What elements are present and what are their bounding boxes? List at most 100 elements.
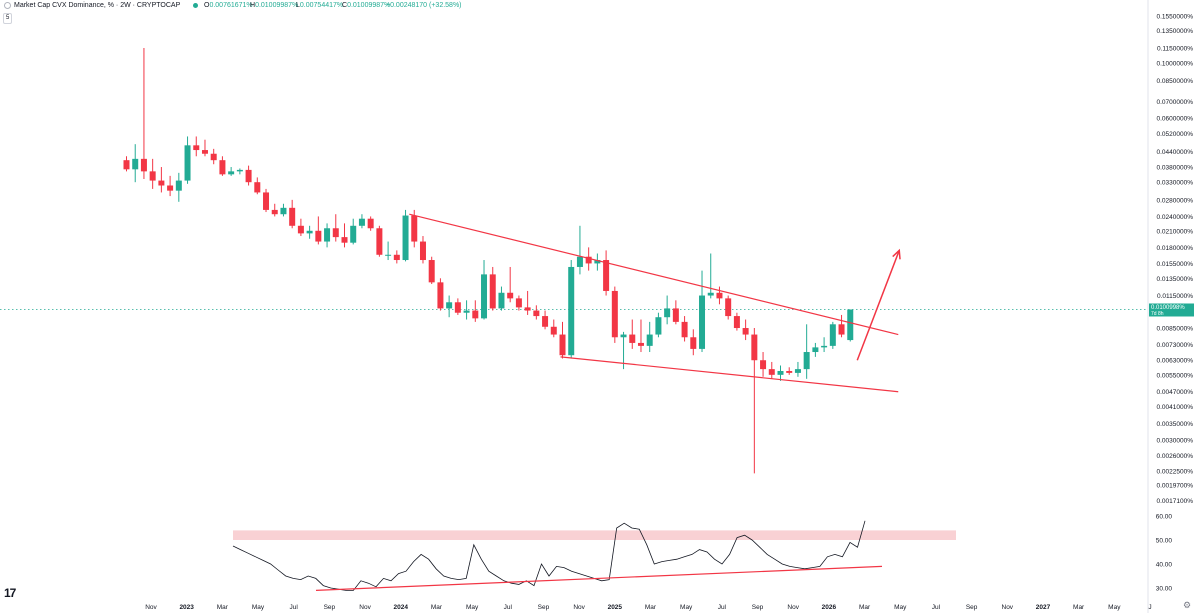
candle-body xyxy=(507,292,514,299)
candle xyxy=(794,361,801,377)
candle-body xyxy=(646,334,653,346)
candle xyxy=(228,167,235,176)
candle xyxy=(777,365,784,381)
candle xyxy=(838,314,845,338)
price-axis-tick-label: 0.0026000% xyxy=(1156,453,1193,460)
symbol-title[interactable]: Market Cap CVX Dominance, % · 2W · CRYPT… xyxy=(14,2,181,9)
candle-body xyxy=(821,345,828,348)
settings-gear-icon[interactable]: ⚙ xyxy=(1183,600,1192,610)
candle-body xyxy=(481,274,488,319)
ohlc-open: O0.00761671% xyxy=(204,2,253,9)
price-axis-tick-label: 0.0073000% xyxy=(1156,342,1193,349)
time-axis-tick-label: Mar xyxy=(645,604,657,611)
candle-body xyxy=(437,282,444,309)
candle-body xyxy=(332,228,339,238)
candle-body xyxy=(533,310,540,317)
market-status-icon xyxy=(193,3,198,8)
time-axis-tick-label: Jul xyxy=(932,604,941,611)
candle-body xyxy=(184,145,191,181)
candle xyxy=(716,286,723,305)
candle-body xyxy=(419,241,426,261)
candle xyxy=(446,295,453,318)
time-axis-tick-label: J xyxy=(1148,604,1151,611)
last-price-badge xyxy=(1149,303,1194,317)
candle xyxy=(742,319,749,341)
candle xyxy=(751,328,758,474)
candle xyxy=(812,342,819,357)
candle-body xyxy=(733,316,740,329)
candle xyxy=(690,329,697,356)
candle-body xyxy=(297,225,304,234)
price-axis-tick-label: 0.0155000% xyxy=(1156,261,1193,268)
candle xyxy=(699,270,706,353)
price-axis-tick-label: 0.0380000% xyxy=(1156,165,1193,172)
candle-body xyxy=(498,292,505,309)
candle-body xyxy=(603,260,610,291)
candle xyxy=(786,367,793,375)
candle-body xyxy=(699,295,706,349)
candle xyxy=(419,236,426,264)
candle-body xyxy=(245,169,252,183)
candle xyxy=(507,266,514,303)
price-axis-tick-label: 0.0063000% xyxy=(1156,358,1193,365)
candle-body xyxy=(542,316,549,327)
candle xyxy=(585,247,592,271)
candle-body xyxy=(681,321,688,338)
time-axis-tick-label: Nov xyxy=(1002,604,1014,611)
candle xyxy=(829,321,836,349)
time-axis-tick-label: Mar xyxy=(217,604,229,611)
candle-body xyxy=(803,352,810,370)
time-axis-tick-label: Jul xyxy=(504,604,513,611)
projection-arrow xyxy=(856,250,900,361)
price-axis-tick-label: 0.0115000% xyxy=(1157,293,1193,300)
candle xyxy=(655,312,662,338)
last-price-label: 0.0100998% xyxy=(1151,305,1185,311)
candle-body xyxy=(725,298,732,317)
candle-body xyxy=(664,308,671,318)
candle xyxy=(576,225,583,275)
candle xyxy=(402,209,409,262)
price-axis-tick-label: 0.0850000% xyxy=(1156,78,1193,85)
price-axis-tick-label: 0.1150000% xyxy=(1157,45,1193,52)
candle-body xyxy=(341,237,348,243)
candle xyxy=(263,188,270,213)
candle xyxy=(376,225,383,257)
candle-body xyxy=(358,218,365,226)
candle-body xyxy=(402,215,409,261)
candle-body xyxy=(742,328,749,335)
candle xyxy=(707,253,714,299)
time-axis-tick-label: Sep xyxy=(752,604,764,611)
tradingview-logo-icon[interactable]: 17 xyxy=(4,586,16,600)
price-axis-tick-label: 0.1000000% xyxy=(1156,61,1193,68)
candle-body xyxy=(637,342,644,346)
candle xyxy=(594,253,601,271)
candle-body xyxy=(411,215,418,242)
time-axis-tick-label: Mar xyxy=(1073,604,1085,611)
candle-body xyxy=(768,369,775,375)
candle xyxy=(411,209,418,248)
candle xyxy=(768,361,775,379)
symbol-logo-icon[interactable] xyxy=(4,2,11,9)
candle-body xyxy=(167,185,174,191)
indicator-count-chip[interactable]: 5 xyxy=(3,13,13,24)
time-axis-tick-label: 2026 xyxy=(822,604,837,611)
candle-body xyxy=(629,334,636,343)
candle xyxy=(385,241,392,261)
time-axis-tick-label: May xyxy=(680,604,693,611)
candle-body xyxy=(428,260,435,283)
time-axis-tick-label: May xyxy=(894,604,907,611)
ohlc-high: H0.01009987% xyxy=(250,2,299,9)
candle xyxy=(803,324,810,379)
price-axis-tick-label: 0.0280000% xyxy=(1156,197,1193,204)
time-axis-tick-label: 2023 xyxy=(179,604,194,611)
candle xyxy=(568,260,575,359)
candle xyxy=(306,225,313,239)
candle-body xyxy=(550,326,557,335)
candle xyxy=(646,321,653,353)
rsi-overbought-band xyxy=(233,530,956,540)
price-axis-tick-label: 0.0030000% xyxy=(1156,438,1193,445)
price-axis-tick-label: 0.0210000% xyxy=(1156,228,1193,235)
candle xyxy=(559,321,566,359)
candle xyxy=(341,223,348,248)
